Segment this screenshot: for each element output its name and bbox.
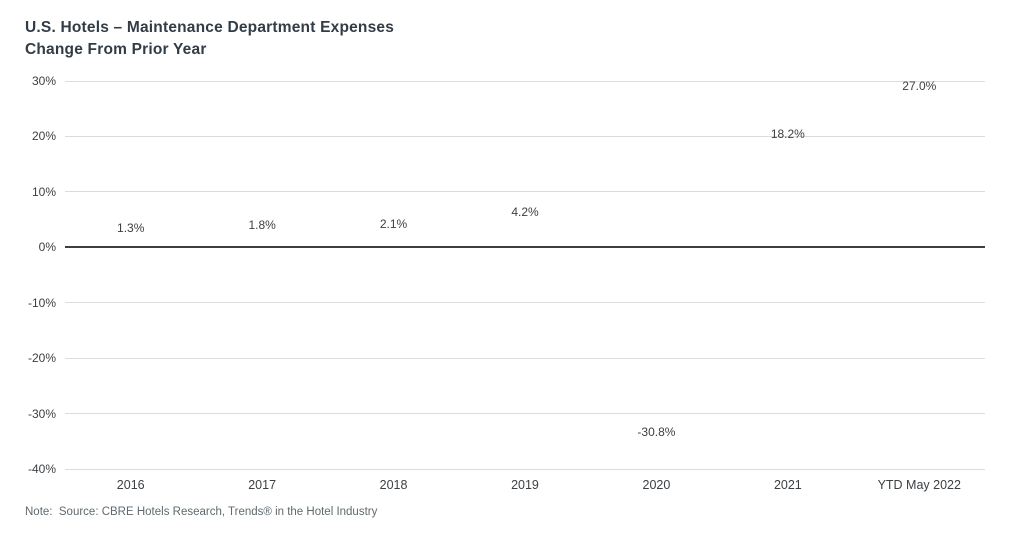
bar-value-label-2018: 2.1% [379,216,408,231]
gridline-0 [65,246,985,249]
x-tick-label-2019: 2019 [511,478,539,492]
y-tick-label--10: -10% [27,295,56,310]
gridline--10 [65,302,985,304]
x-tick-label-ytd-may-2022: YTD May 2022 [877,478,961,492]
chart-title: U.S. Hotels – Maintenance Department Exp… [25,17,394,61]
bar-value-label-2017: 1.8% [248,218,276,233]
gridline--30 [65,413,985,415]
gridline--20 [65,357,985,359]
y-tick-label--20: -20% [27,351,56,366]
y-tick-label-0: 0% [38,240,56,255]
chart-title-line2: Change From Prior Year [25,41,207,58]
x-tick-label-2020: 2020 [642,478,671,492]
gridline--40 [65,468,985,470]
x-tick-label-2017: 2017 [248,478,277,492]
y-tick-label--30: -30% [27,406,56,421]
y-tick-label-10: 10% [31,184,56,199]
bar-value-label-2020: -30.8% [637,425,676,439]
y-tick-label-20: 20% [31,129,56,144]
bar-value-label-ytd-may-2022: 27.0% [902,78,937,93]
gridline-20 [65,135,985,137]
bar-value-label-2016: 1.3% [117,221,145,236]
gridline-30 [65,80,985,82]
plot-area: 30% 20% 10% 0% -10% -20% -30% -40% 1.3% 2016 1.8% 2… [28,74,985,492]
source-note: Note: Source: CBRE Hotels Research, Tren… [25,506,378,518]
gridline-10 [65,191,985,193]
y-tick-label--40: -40% [27,462,56,476]
x-tick-label-2018: 2018 [379,478,408,492]
bar-value-label-2019: 4.2% [511,205,539,219]
y-tick-label-30: 30% [31,74,56,88]
x-tick-label-2016: 2016 [116,478,145,492]
x-tick-label-2021: 2021 [773,478,802,492]
bar-value-label-2021: 18.2% [770,127,805,142]
chart-title-line1: U.S. Hotels – Maintenance Department Exp… [25,19,395,36]
